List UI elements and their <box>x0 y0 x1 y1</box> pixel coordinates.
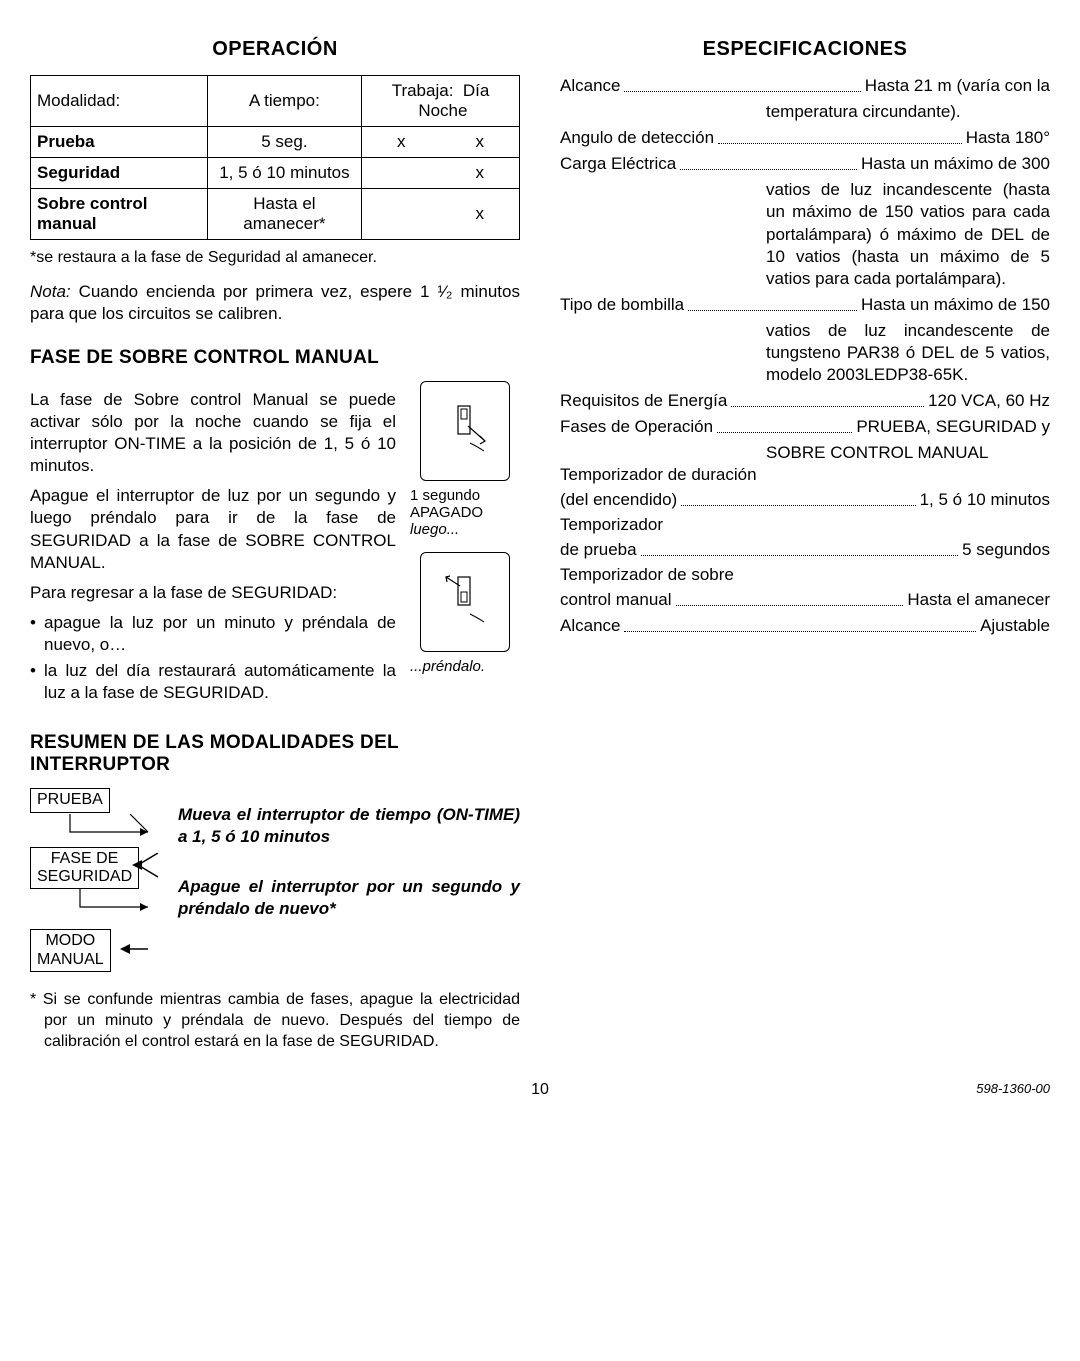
mode-box-seguridad: FASE DE SEGURIDAD <box>30 847 139 890</box>
dots <box>680 153 857 170</box>
nota-paragraph: Nota: Cuando encienda por primera vez, e… <box>30 281 520 325</box>
fase-bullet-2: la luz del día restaurará automáticament… <box>30 660 396 704</box>
spec-label: de prueba <box>560 539 637 561</box>
cell-mode: Prueba <box>31 127 208 158</box>
switch-on-icon <box>420 552 510 652</box>
dots <box>641 539 959 556</box>
fig1-line3: luego... <box>410 521 520 538</box>
box-line: MANUAL <box>37 951 104 968</box>
fig1-line1: 1 segundo <box>410 487 520 504</box>
dots <box>624 615 976 632</box>
spec-cont: SOBRE CONTROL MANUAL <box>560 442 1050 464</box>
fig2-line1: ...préndalo. <box>410 658 520 675</box>
spec-row: Carga Eléctrica Hasta un máximo de 300 <box>560 153 1050 175</box>
box-line: FASE DE <box>51 850 119 867</box>
spec-label: (del encendido) <box>560 489 677 511</box>
mode-box-prueba: PRUEBA <box>30 788 110 812</box>
spec-row: Requisitos de Energía 120 VCA, 60 Hz <box>560 390 1050 412</box>
fase-p2: Apague el interruptor de luz por un segu… <box>30 485 396 573</box>
heading-operacion: OPERACIÓN <box>30 38 520 61</box>
spec-row: Alcance Ajustable <box>560 615 1050 637</box>
spec-label: control manual <box>560 589 672 611</box>
nota-text: Cuando encienda por primera vez, espere … <box>30 282 520 323</box>
spec-label: Tipo de bombilla <box>560 294 684 316</box>
spec-value: 120 VCA, 60 Hz <box>928 390 1050 412</box>
dots <box>718 127 962 144</box>
spec-row: (del encendido) 1, 5 ó 10 minutos <box>560 489 1050 511</box>
spec-row: Fases de Operación PRUEBA, SEGURIDAD y <box>560 416 1050 438</box>
dots <box>731 390 924 407</box>
th-noche: Noche <box>418 101 467 120</box>
spec-cont: vatios de luz incandescente de tungsteno… <box>560 320 1050 386</box>
cell-dia <box>362 158 441 189</box>
resumen-instr-2: Apague el interruptor por un segundo y p… <box>178 876 520 920</box>
cell-time: 5 seg. <box>207 127 361 158</box>
spec-label-multiline: Temporizador de duración <box>560 465 1050 485</box>
spec-label-multiline: Temporizador <box>560 515 1050 535</box>
operation-table: Modalidad: A tiempo: Trabaja: Día Noche … <box>30 75 520 240</box>
spec-row: Alcance Hasta 21 m (varía con la <box>560 75 1050 97</box>
mode-box-manual: MODO MANUAL <box>30 929 111 972</box>
dots <box>624 75 860 92</box>
spec-label: Alcance <box>560 615 620 637</box>
table-footnote: *se restaura a la fase de Seguridad al a… <box>30 248 520 269</box>
th-trabaja-label: Trabaja: <box>392 81 454 100</box>
box-line: SEGURIDAD <box>37 868 132 885</box>
nota-label: Nota: <box>30 282 71 301</box>
cell-dia: x <box>362 127 441 158</box>
spec-value: Hasta 21 m (varía con la <box>865 75 1050 97</box>
heading-resumen: RESUMEN DE LAS MODALIDADES DEL INTERRUPT… <box>30 732 520 776</box>
table-row: Seguridad 1, 5 ó 10 minutos x <box>31 158 520 189</box>
fase-p3: Para regresar a la fase de SEGURIDAD: <box>30 582 396 604</box>
cell-mode: Seguridad <box>31 158 208 189</box>
cell-time: Hasta el amanecer* <box>207 189 361 240</box>
spec-cont: temperatura circundante). <box>560 101 1050 123</box>
heading-especificaciones: ESPECIFICACIONES <box>560 38 1050 61</box>
cell-mode: Sobre control manual <box>31 189 208 240</box>
spec-label-multiline: Temporizador de sobre <box>560 565 1050 585</box>
dots <box>681 489 915 506</box>
fase-p1: La fase de Sobre control Manual se puede… <box>30 389 396 477</box>
table-row: Prueba 5 seg. x x <box>31 127 520 158</box>
box-line: MODO <box>45 932 95 949</box>
dots <box>688 294 857 311</box>
table-row: Sobre control manual Hasta el amanecer* … <box>31 189 520 240</box>
spec-row: de prueba 5 segundos <box>560 539 1050 561</box>
cell-noche: x <box>441 189 520 240</box>
spec-value: 1, 5 ó 10 minutos <box>920 489 1050 511</box>
spec-cont: vatios de luz incandescente (hasta un má… <box>560 179 1050 289</box>
cell-noche: x <box>441 158 520 189</box>
th-dia: Día <box>463 81 489 100</box>
spec-value: PRUEBA, SEGURIDAD y <box>856 416 1050 438</box>
cell-noche: x <box>441 127 520 158</box>
cell-time: 1, 5 ó 10 minutos <box>207 158 361 189</box>
spec-value: Hasta 180° <box>966 127 1050 149</box>
spec-row: Angulo de detección Hasta 180° <box>560 127 1050 149</box>
spec-value: Hasta un máximo de 150 <box>861 294 1050 316</box>
th-atiempo: A tiempo: <box>207 76 361 127</box>
spec-value: 5 segundos <box>962 539 1050 561</box>
resumen-footnote: * Si se confunde mientras cambia de fase… <box>30 990 520 1052</box>
spec-label: Alcance <box>560 75 620 97</box>
fase-bullet-1: apague la luz por un minuto y préndala d… <box>30 612 396 656</box>
th-trabaja: Trabaja: Día Noche <box>362 76 520 127</box>
dots <box>676 589 904 606</box>
spec-label: Requisitos de Energía <box>560 390 727 412</box>
spec-label: Angulo de detección <box>560 127 714 149</box>
switch-off-icon <box>420 381 510 481</box>
spec-value: Hasta el amanecer <box>907 589 1050 611</box>
spec-value: Hasta un máximo de 300 <box>861 153 1050 175</box>
spec-label: Fases de Operación <box>560 416 713 438</box>
spec-row: Tipo de bombilla Hasta un máximo de 150 <box>560 294 1050 316</box>
dots <box>717 416 852 433</box>
spec-value: Ajustable <box>980 615 1050 637</box>
fig1-line2: APAGADO <box>410 504 520 521</box>
spec-row: control manual Hasta el amanecer <box>560 589 1050 611</box>
heading-fase: FASE DE SOBRE CONTROL MANUAL <box>30 347 520 369</box>
resumen-instr-1: Mueva el interruptor de tiempo (ON-TIME)… <box>178 804 520 848</box>
cell-dia <box>362 189 441 240</box>
spec-label: Carga Eléctrica <box>560 153 676 175</box>
th-modalidad: Modalidad: <box>31 76 208 127</box>
